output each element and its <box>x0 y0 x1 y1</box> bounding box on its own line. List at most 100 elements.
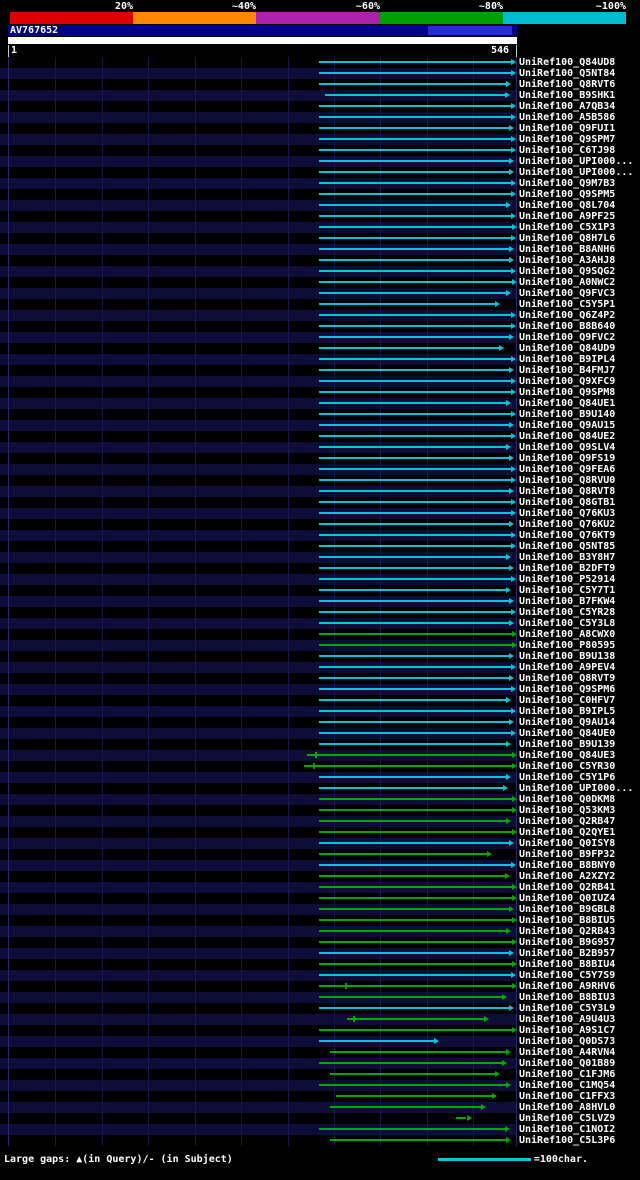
hit-bar[interactable] <box>319 336 510 338</box>
hit-bar[interactable] <box>319 248 510 250</box>
hit-label[interactable]: UniRef100_B8BIU5 <box>519 915 616 926</box>
hit-label[interactable]: UniRef100_C5YR30 <box>519 761 616 772</box>
hit-bar[interactable] <box>319 193 512 195</box>
hit-bar[interactable] <box>319 138 512 140</box>
hit-bar[interactable] <box>319 666 512 668</box>
hit-label[interactable]: UniRef100_B3Y8H7 <box>519 552 616 563</box>
hit-label[interactable]: UniRef100_B9IPL4 <box>519 354 616 365</box>
hit-bar[interactable] <box>319 622 510 624</box>
hit-label[interactable]: UniRef100_Q8RVT8 <box>519 486 616 497</box>
hit-bar[interactable] <box>319 1062 502 1064</box>
hit-label[interactable]: UniRef100_B2DFT9 <box>519 563 616 574</box>
hit-label[interactable]: UniRef100_Q01B89 <box>519 1058 616 1069</box>
hit-bar[interactable] <box>319 941 512 943</box>
hit-bar[interactable] <box>319 270 512 272</box>
hit-bar[interactable] <box>319 182 512 184</box>
hit-label[interactable]: UniRef100_P80595 <box>519 640 616 651</box>
hit-bar[interactable] <box>319 831 512 833</box>
hit-bar[interactable] <box>319 710 512 712</box>
hit-bar[interactable] <box>319 281 512 283</box>
hit-bar[interactable] <box>319 886 512 888</box>
hit-bar[interactable] <box>319 908 510 910</box>
hit-bar[interactable] <box>330 1139 507 1141</box>
hit-bar[interactable] <box>335 1095 492 1097</box>
hit-label[interactable]: UniRef100_Q76KU3 <box>519 508 616 519</box>
hit-bar[interactable] <box>319 567 510 569</box>
hit-label[interactable]: UniRef100_B7FKW4 <box>519 596 616 607</box>
hit-label[interactable]: UniRef100_Q53KM3 <box>519 805 616 816</box>
hit-bar[interactable] <box>319 743 507 745</box>
hit-bar[interactable] <box>319 600 510 602</box>
hit-label[interactable]: UniRef100_Q8L704 <box>519 200 616 211</box>
hit-label[interactable]: UniRef100_A2XZY2 <box>519 871 616 882</box>
hit-label[interactable]: UniRef100_Q9FVC2 <box>519 332 616 343</box>
hit-label[interactable]: UniRef100_C5Y1P6 <box>519 772 616 783</box>
hit-label[interactable]: UniRef100_C5Y7T1 <box>519 585 616 596</box>
hit-bar[interactable] <box>319 798 512 800</box>
hit-bar[interactable] <box>347 1018 485 1020</box>
hit-bar[interactable] <box>319 919 512 921</box>
hit-bar[interactable] <box>330 1051 507 1053</box>
hit-label[interactable]: UniRef100_A9RHV6 <box>519 981 616 992</box>
hit-label[interactable]: UniRef100_B9GBL8 <box>519 904 616 915</box>
hit-bar[interactable] <box>319 358 512 360</box>
hit-bar[interactable] <box>455 1117 467 1119</box>
hit-label[interactable]: UniRef100_C5Y5P1 <box>519 299 616 310</box>
hit-label[interactable]: UniRef100_Q8GTB1 <box>519 497 616 508</box>
hit-bar[interactable] <box>319 864 512 866</box>
hit-bar[interactable] <box>319 149 512 151</box>
hit-bar[interactable] <box>319 787 503 789</box>
hit-bar[interactable] <box>319 1040 434 1042</box>
hit-label[interactable]: UniRef100_Q76KU2 <box>519 519 616 530</box>
hit-label[interactable]: UniRef100_Q9FS19 <box>519 453 616 464</box>
hit-label[interactable]: UniRef100_C0HFV7 <box>519 695 616 706</box>
hit-bar[interactable] <box>319 589 507 591</box>
hit-label[interactable]: UniRef100_C5LVZ9 <box>519 1113 616 1124</box>
hit-label[interactable]: UniRef100_Q2RB43 <box>519 926 616 937</box>
hit-bar[interactable] <box>319 512 512 514</box>
hit-bar[interactable] <box>319 479 512 481</box>
hit-label[interactable]: UniRef100_B9G957 <box>519 937 616 948</box>
hit-bar[interactable] <box>319 985 512 987</box>
hit-bar[interactable] <box>319 435 512 437</box>
hit-bar[interactable] <box>319 259 510 261</box>
hit-bar[interactable] <box>319 545 512 547</box>
hit-bar[interactable] <box>319 226 512 228</box>
hit-label[interactable]: UniRef100_A9PF25 <box>519 211 616 222</box>
hit-bar[interactable] <box>319 501 512 503</box>
hit-label[interactable]: UniRef100_B9U140 <box>519 409 616 420</box>
hit-bar[interactable] <box>304 765 512 767</box>
hit-bar[interactable] <box>319 303 496 305</box>
hit-label[interactable]: UniRef100_C6TJ98 <box>519 145 616 156</box>
hit-label[interactable]: UniRef100_A8CWX0 <box>519 629 616 640</box>
hit-bar[interactable] <box>307 754 512 756</box>
hit-label[interactable]: UniRef100_A4RVN4 <box>519 1047 616 1058</box>
hit-bar[interactable] <box>319 721 510 723</box>
hit-bar[interactable] <box>319 237 512 239</box>
hit-label[interactable]: UniRef100_Q0IUZ4 <box>519 893 616 904</box>
hit-bar[interactable] <box>319 1084 507 1086</box>
hit-bar[interactable] <box>319 127 510 129</box>
hit-bar[interactable] <box>319 391 512 393</box>
hit-label[interactable]: UniRef100_Q6Z4P2 <box>519 310 616 321</box>
hit-bar[interactable] <box>319 490 510 492</box>
hit-label[interactable]: UniRef100_A7QB34 <box>519 101 616 112</box>
hit-label[interactable]: UniRef100_Q0DKM8 <box>519 794 616 805</box>
hit-label[interactable]: UniRef100_Q84UE0 <box>519 728 616 739</box>
hit-bar[interactable] <box>319 204 507 206</box>
hit-bar[interactable] <box>319 523 510 525</box>
hit-bar[interactable] <box>319 996 502 998</box>
hit-label[interactable]: UniRef100_P52914 <box>519 574 616 585</box>
hit-bar[interactable] <box>319 952 510 954</box>
hit-bar[interactable] <box>319 897 512 899</box>
hit-label[interactable]: UniRef100_Q84UE2 <box>519 431 616 442</box>
hit-label[interactable]: UniRef100_Q8RVU0 <box>519 475 616 486</box>
hit-label[interactable]: UniRef100_C5YR28 <box>519 607 616 618</box>
hit-label[interactable]: UniRef100_Q9AU15 <box>519 420 616 431</box>
hit-label[interactable]: UniRef100_B8BIU4 <box>519 959 616 970</box>
hit-bar[interactable] <box>319 853 487 855</box>
hit-label[interactable]: UniRef100_C5Y3L8 <box>519 618 616 629</box>
hit-bar[interactable] <box>319 655 510 657</box>
hit-bar[interactable] <box>319 611 512 613</box>
hit-bar[interactable] <box>324 94 505 96</box>
